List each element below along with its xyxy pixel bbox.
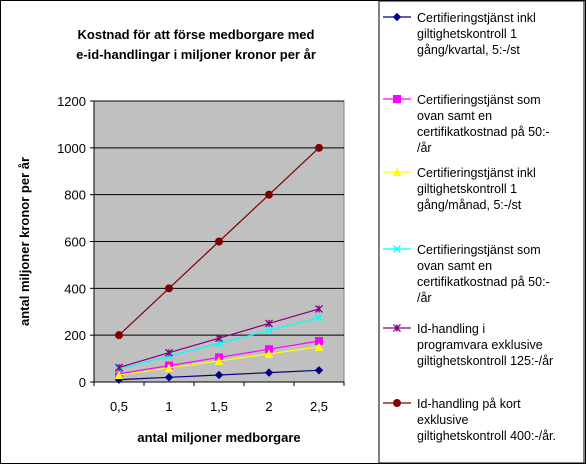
data-point — [265, 319, 273, 328]
y-tick-label: 400 — [64, 281, 86, 296]
y-tick-label: 0 — [79, 375, 86, 390]
chart-title-line-0: Kostnad för att förse medborgare med — [78, 27, 315, 42]
data-point — [265, 326, 273, 335]
x-tick-label: 2,5 — [310, 399, 328, 414]
legend-label: Certifieringstjänst som — [417, 243, 541, 257]
series-5 — [115, 143, 323, 340]
data-point — [264, 368, 274, 377]
legend-entry-1: Certifieringstjänst som ovan samt en certi… — [383, 93, 550, 155]
series-2 — [114, 342, 324, 379]
data-point — [115, 363, 123, 372]
data-point — [165, 284, 173, 293]
x-tick-labels: 0,5 1 1,5 2 2,5 — [110, 399, 328, 414]
legend-label: /år — [417, 141, 432, 155]
legend-label: ovan samt en — [417, 259, 492, 273]
chart-title: Kostnad för att förse medborgare med e-id… — [76, 27, 316, 62]
y-tick-label: 200 — [64, 328, 86, 343]
legend-swatch-marker — [393, 245, 401, 253]
data-point — [165, 348, 173, 357]
legend-label: Certifieringstjänst som — [417, 93, 541, 107]
legend-label: /år — [417, 291, 432, 305]
legend-label: Id-handling på kort — [417, 397, 521, 411]
data-point — [164, 373, 174, 382]
legend-label: ovan samt en — [417, 109, 492, 123]
data-point — [164, 363, 174, 372]
data-point — [215, 334, 223, 343]
legend-swatch-marker — [393, 95, 401, 103]
legend: Certifieringstjänst inkl giltighetskontro… — [378, 1, 585, 463]
legend-label: Id-handling i — [417, 322, 485, 336]
legend-label: giltighetskontroll 125:-/år — [417, 354, 553, 368]
series-lines — [114, 143, 324, 384]
y-tick-label: 600 — [64, 235, 86, 250]
legend-label: gång/kvartal, 5:-/st — [417, 43, 520, 57]
data-point — [114, 370, 124, 379]
y-axis-label: antal miljoner kronor per år — [17, 157, 32, 326]
legend-label: certifikatkostnad på 50:- — [417, 125, 550, 139]
legend-box — [378, 1, 585, 463]
data-point — [314, 366, 324, 375]
legend-entry-2: Certifieringstjänst inkl giltighetskontro… — [383, 166, 536, 212]
legend-label: giltighetskontroll 400:-/år. — [417, 429, 556, 443]
data-point — [214, 370, 224, 380]
legend-entry-0: Certifieringstjänst inkl giltighetskontro… — [383, 11, 536, 57]
axes — [93, 101, 345, 386]
chart-title-line-1: e-id-handlingar i miljoner kronor per år — [76, 47, 316, 62]
legend-entry-3: Certifieringstjänst som ovan samt en certi… — [383, 243, 550, 305]
x-tick-label: 1,5 — [210, 399, 228, 414]
x-axis-label: antal miljoner medborgare — [137, 430, 300, 445]
y-tick-labels: 0 200 400 600 800 1000 1200 — [57, 94, 86, 390]
legend-entry-4: Id-handling i programvara exklusive giltig… — [383, 322, 553, 368]
legend-label: gång/månad, 5:-/st — [417, 198, 522, 212]
legend-label: giltighetskontroll 1 — [417, 182, 517, 196]
series-4 — [115, 304, 323, 372]
legend-label: Certifieringstjänst inkl — [417, 166, 536, 180]
legend-label: certifikatkostnad på 50:- — [417, 275, 550, 289]
data-point — [214, 356, 224, 365]
legend-swatch-marker — [392, 167, 402, 176]
y-tick-label: 1000 — [57, 141, 86, 156]
data-point — [315, 143, 323, 152]
x-tick-label: 1 — [165, 399, 172, 414]
legend-label: exklusive — [417, 413, 468, 427]
legend-label: Certifieringstjänst inkl — [417, 11, 536, 25]
data-point — [314, 342, 324, 351]
legend-entry-5: Id-handling på kort exklusive giltighetsko… — [383, 397, 556, 443]
data-point — [315, 313, 323, 322]
y-tick-label: 800 — [64, 188, 86, 203]
legend-label: giltighetskontroll 1 — [417, 27, 517, 41]
data-point — [115, 331, 123, 340]
legend-swatch-marker — [393, 399, 401, 407]
legend-label: programvara exklusive — [417, 338, 543, 352]
data-point — [264, 349, 274, 358]
x-tick-label: 0,5 — [110, 399, 128, 414]
data-point — [265, 190, 273, 199]
data-point — [315, 304, 323, 313]
legend-swatch-marker — [392, 12, 402, 22]
data-point — [215, 237, 223, 246]
x-tick-label: 2 — [265, 399, 272, 414]
y-tick-label: 1200 — [57, 94, 86, 109]
legend-swatch-marker — [393, 324, 401, 332]
